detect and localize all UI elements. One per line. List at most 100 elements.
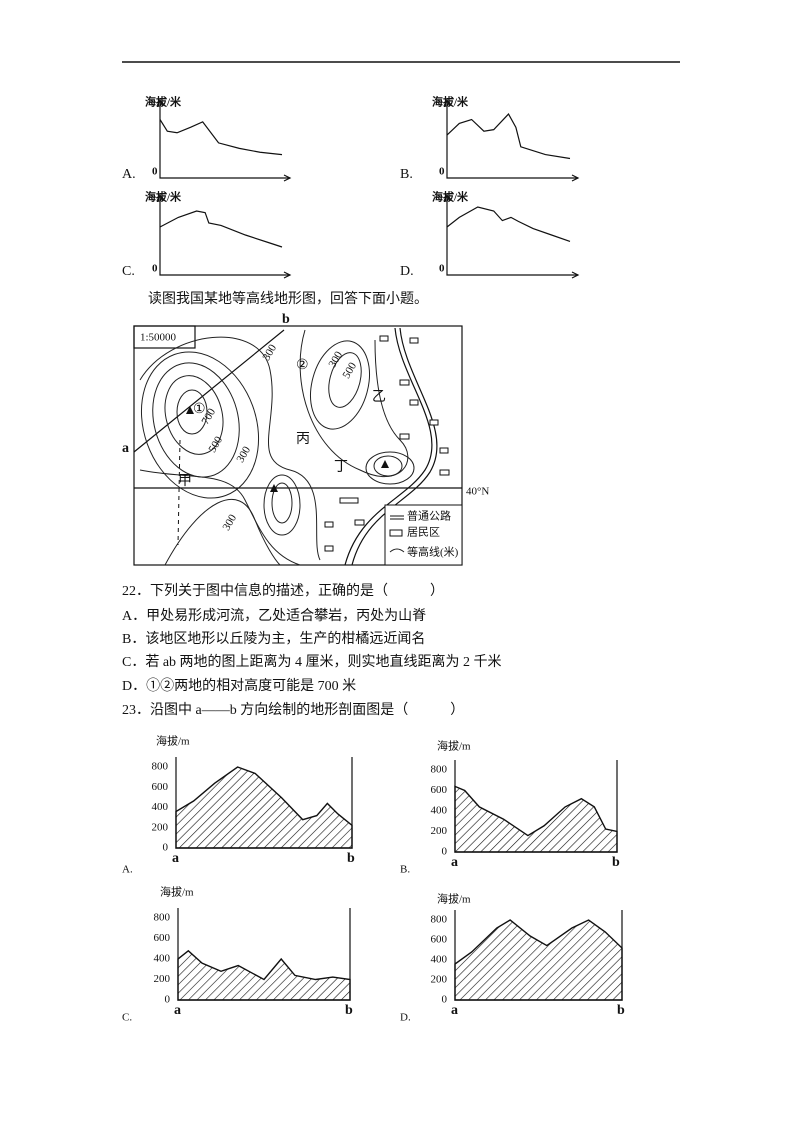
option-label: C.	[122, 264, 135, 279]
origin-label: 0	[152, 263, 158, 275]
profile-area	[177, 949, 351, 1001]
y-tick-label: 600	[154, 932, 171, 944]
contour-map: 1:50000	[133, 325, 463, 566]
axis-arrow	[156, 98, 292, 182]
option-label: D.	[400, 264, 414, 279]
profile-curve	[159, 119, 283, 156]
y-tick-label: 200	[431, 825, 448, 837]
contour-label: 500	[340, 360, 359, 381]
axis-label: 海拔/m	[160, 885, 194, 899]
option-label: A.	[122, 167, 136, 182]
axis	[446, 100, 578, 179]
profile-start: a	[172, 851, 179, 866]
axis-label: 海拔/米	[145, 95, 182, 109]
y-tick-label: 600	[152, 781, 169, 793]
legend-label: 等高线(米)	[407, 545, 459, 559]
profile-end: b	[612, 855, 620, 870]
axis	[454, 760, 618, 853]
place-label: 丙	[296, 432, 310, 447]
question-option: D．①②两地的相对高度可能是 700 米	[122, 677, 356, 694]
contour-label: 300	[220, 512, 239, 533]
profile-area	[454, 919, 623, 1001]
axis-arrow	[156, 193, 292, 279]
y-tick-label: 800	[431, 914, 448, 926]
axis-label: 海拔/米	[432, 190, 469, 204]
origin-label: 0	[439, 263, 445, 275]
y-tick-label: 400	[154, 953, 171, 965]
axis-arrow	[443, 193, 580, 279]
y-tick-label: 400	[152, 801, 169, 813]
profile-area	[175, 766, 353, 849]
sketch-graph: 海拔/米 0 D.	[400, 190, 580, 279]
profile-start: a	[451, 855, 458, 870]
axis	[175, 757, 353, 849]
sketch-graph: 海拔/米 0 C.	[122, 190, 292, 279]
axis-label: 海拔/米	[145, 190, 182, 204]
option-label: C.	[122, 1012, 132, 1024]
y-tick-label: 600	[431, 784, 448, 796]
y-tick-label: 400	[431, 805, 448, 817]
y-tick-label: 0	[442, 846, 448, 858]
map-point: a	[122, 441, 129, 456]
option-label: A.	[122, 864, 133, 876]
y-tick-label: 200	[152, 821, 169, 833]
profile-graph: 海拔/m 800 600 400 200 0a b B.	[400, 739, 620, 876]
question-option: B．该地区地形以丘陵为主，生产的柑橘远近闻名	[122, 631, 425, 647]
profile-graph: 海拔/m 800 600 400 200 0a b C.	[122, 885, 353, 1024]
question-option: C．若 ab 两地的图上距离为 4 厘米，则实地直线距离为 2 千米	[122, 653, 502, 670]
profile-start: a	[451, 1003, 458, 1018]
place-label: 丁	[334, 460, 348, 475]
contour-label: 300	[260, 342, 279, 363]
y-tick-label: 0	[163, 842, 169, 854]
profile-start: a	[174, 1003, 181, 1018]
option-label: B.	[400, 864, 410, 876]
origin-label: 0	[439, 166, 445, 178]
instruction: 读图我国某地等高线地形图，回答下面小题。	[148, 290, 428, 307]
axis-label: 海拔/m	[437, 892, 471, 906]
question-option: A．甲处易形成河流，乙处适合攀岩，丙处为山脊	[122, 608, 426, 624]
axis	[177, 908, 351, 1001]
contour-label: 300	[326, 349, 345, 370]
profile-end: b	[617, 1003, 625, 1018]
origin-label: 0	[152, 166, 158, 178]
latitude-label: 40°N	[466, 486, 489, 498]
y-tick-label: 200	[154, 973, 171, 985]
axis	[454, 910, 623, 1001]
legend-label: 普通公路	[407, 509, 451, 523]
axis-label: 海拔/米	[432, 95, 469, 109]
place-label: 甲	[178, 474, 192, 489]
sketch-graph: 海拔/米 0 B.	[400, 95, 580, 182]
y-tick-label: 0	[442, 994, 448, 1006]
map-point: b	[282, 312, 290, 327]
question-stem: 22．下列关于图中信息的描述，正确的是（ ）	[122, 582, 444, 599]
y-tick-label: 800	[431, 764, 448, 776]
place-label: 乙	[372, 389, 386, 405]
option-label: B.	[400, 167, 413, 182]
profile-curve	[159, 210, 283, 248]
profile-graph: 海拔/m 800 600 400 200 0a b A.	[122, 734, 355, 876]
axis	[446, 195, 578, 276]
y-tick-label: 0	[165, 994, 171, 1006]
question-stem: 23．沿图中 a——b 方向绘制的地形剖面图是（ ）	[122, 702, 464, 718]
y-tick-label: 800	[154, 912, 171, 924]
profile-graph: 海拔/m 800 600 400 200 0a b D.	[400, 892, 625, 1024]
y-tick-label: 200	[431, 974, 448, 986]
y-tick-label: 800	[152, 761, 169, 773]
axis-label: 海拔/m	[437, 739, 471, 753]
sketch-graph: 海拔/米 0 A.	[122, 95, 292, 182]
profile-curve	[446, 206, 571, 242]
axis	[159, 195, 290, 276]
map-scale: 1:50000	[140, 332, 177, 344]
profile-area	[454, 785, 618, 853]
axis-label: 海拔/m	[156, 734, 190, 748]
option-label: D.	[400, 1012, 411, 1024]
map-mark: ②	[296, 358, 309, 373]
profile-end: b	[345, 1003, 353, 1018]
legend-label: 居民区	[407, 527, 440, 539]
axis	[159, 100, 290, 179]
y-tick-label: 600	[431, 934, 448, 946]
profile-curve	[446, 113, 571, 160]
axis-arrow	[443, 98, 580, 182]
